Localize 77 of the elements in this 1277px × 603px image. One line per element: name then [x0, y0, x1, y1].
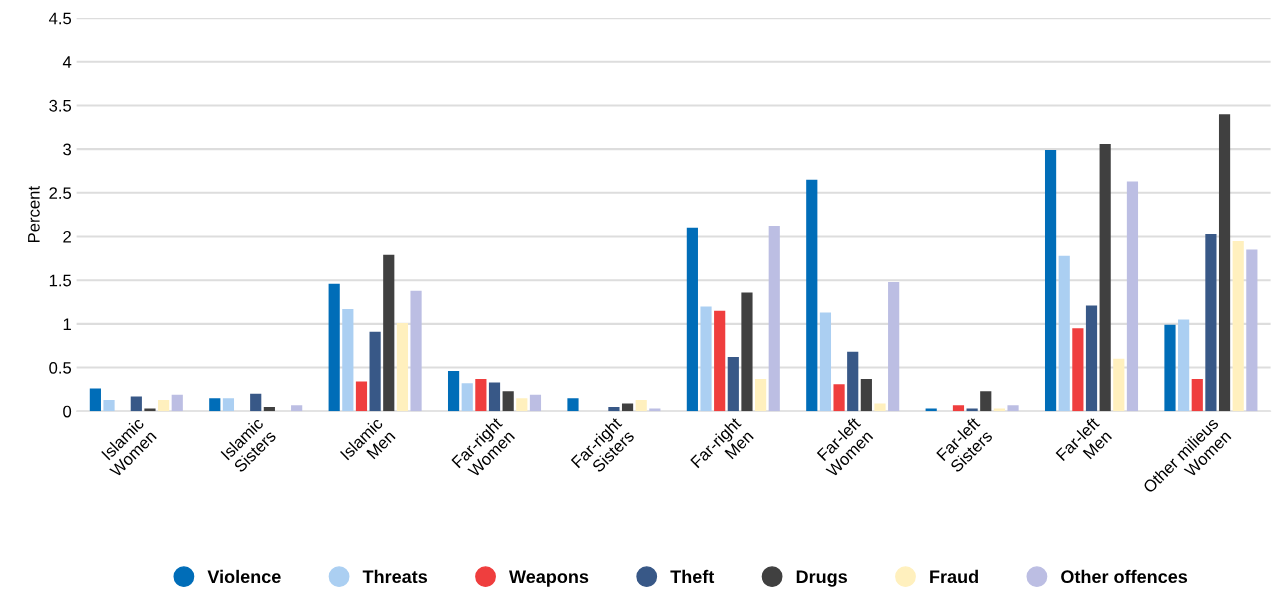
- y-tick-label: 0.5: [49, 361, 72, 374]
- bar: [171, 394, 183, 412]
- bar: [768, 226, 780, 412]
- bar: [1058, 255, 1070, 412]
- bar: [130, 396, 142, 412]
- bar: [1113, 358, 1125, 412]
- bar: [1232, 240, 1244, 412]
- bar: [1191, 378, 1203, 412]
- bar: [250, 393, 262, 412]
- y-tick-label: 1: [63, 318, 71, 330]
- bar: [447, 371, 460, 412]
- y-tick-label: 4: [62, 56, 72, 68]
- legend-label: Fraud: [930, 569, 978, 584]
- bar: [1246, 249, 1258, 412]
- y-tick-label: 0: [63, 405, 72, 418]
- bar: [608, 406, 620, 412]
- bar: [714, 310, 726, 412]
- bar: [502, 391, 514, 412]
- bar: [328, 283, 340, 412]
- legend-label: Drugs: [796, 570, 847, 587]
- legend-label: Weapons: [509, 570, 589, 587]
- bar: [952, 405, 965, 412]
- bar: [700, 306, 712, 412]
- bar: [1164, 324, 1176, 412]
- bar: [567, 398, 579, 412]
- y-tick-label: 3: [63, 143, 72, 156]
- bar: [819, 312, 832, 412]
- y-tick-label: 3.5: [49, 99, 72, 112]
- bar: [1205, 233, 1217, 412]
- y-tick-label: 4.5: [48, 12, 72, 25]
- bar: [342, 309, 354, 412]
- y-tick-label: 2.5: [49, 187, 72, 200]
- bar: [209, 398, 221, 412]
- bar: [410, 290, 422, 412]
- bar: [980, 391, 992, 412]
- bar: [1178, 319, 1190, 412]
- bar: [355, 381, 368, 412]
- bar: [847, 351, 859, 412]
- legend-label: Theft: [670, 569, 715, 584]
- bar: [635, 399, 647, 412]
- bar: [1007, 405, 1019, 412]
- bar: [874, 403, 886, 412]
- bar: [516, 398, 528, 412]
- bar: [158, 399, 170, 412]
- bar: [461, 383, 473, 412]
- bar: [1085, 305, 1098, 412]
- bar: [396, 323, 408, 412]
- bar: [103, 399, 115, 412]
- bar: [727, 357, 739, 412]
- bar: [1099, 143, 1111, 412]
- legend-label: Threats: [362, 569, 428, 584]
- bar: [741, 292, 753, 412]
- bar: [621, 403, 634, 412]
- bar: [263, 406, 275, 412]
- bar: [222, 398, 235, 412]
- bar: [755, 378, 767, 412]
- y-axis-title: Percent: [28, 186, 40, 243]
- bar: [888, 281, 900, 412]
- y-tick-label: 1.5: [49, 274, 72, 287]
- bar: [383, 254, 395, 412]
- y-tick-label: 2: [63, 230, 71, 243]
- bar: [860, 378, 872, 412]
- bar: [1218, 114, 1231, 412]
- bar: [833, 384, 845, 412]
- bar: [488, 382, 501, 412]
- bar: [1044, 150, 1057, 412]
- bar: [529, 394, 542, 412]
- bar: [89, 388, 101, 412]
- bar: [806, 179, 818, 412]
- bar: [1072, 328, 1084, 412]
- bar: [369, 331, 381, 412]
- legend-label: Violence: [207, 569, 281, 584]
- bar: [291, 405, 303, 412]
- bar: [686, 227, 698, 412]
- bar: [1126, 181, 1139, 412]
- bar: [475, 378, 487, 412]
- legend-label: Other offences: [1061, 569, 1188, 584]
